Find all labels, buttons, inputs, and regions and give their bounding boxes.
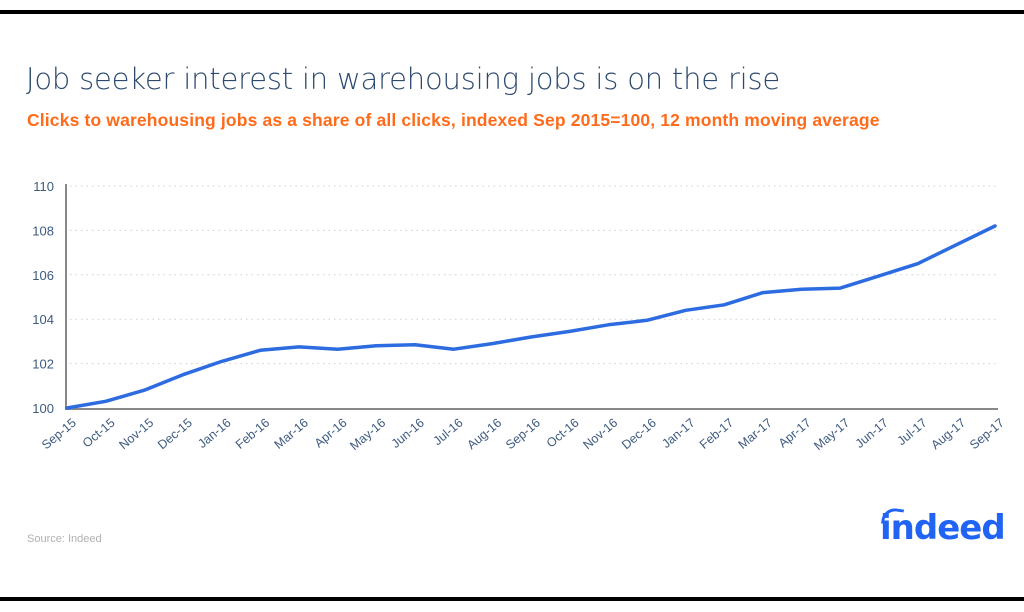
chart-title: Job seeker interest in warehousing jobs … (26, 62, 781, 96)
x-tick-label: Apr-16 (312, 416, 350, 451)
y-tick-label: 100 (32, 401, 54, 416)
x-tick-label: Jun-17 (853, 416, 891, 451)
y-tick-label: 104 (32, 312, 54, 327)
y-tick-label: 108 (32, 223, 54, 238)
x-tick-label: Jul-17 (895, 416, 930, 449)
x-tick-label: Aug-16 (464, 416, 504, 453)
x-tick-label: Jul-16 (431, 416, 466, 449)
series-line (65, 224, 997, 410)
y-tick-label: 110 (33, 179, 54, 194)
x-tick-label: Sep-15 (39, 416, 79, 453)
x-tick-label: Feb-16 (233, 416, 272, 452)
x-tick-label: May-16 (347, 416, 388, 454)
x-tick-label: Jun-16 (389, 416, 427, 451)
x-tick-label: Aug-17 (928, 416, 968, 453)
y-tick-label: 106 (32, 268, 54, 283)
source-note: Source: Indeed (27, 533, 102, 545)
x-tick-label: Dec-15 (155, 416, 195, 453)
y-axis-tick-labels: 100 102 104 106 108 110 (32, 179, 54, 416)
y-tick-label: 102 (32, 357, 54, 372)
x-tick-label: Oct-15 (80, 416, 118, 451)
x-tick-label: Nov-16 (580, 416, 620, 453)
indeed-logo: indeed (880, 506, 1006, 548)
x-tick-label: Sep-16 (503, 416, 543, 453)
x-tick-label: Feb-17 (697, 416, 736, 452)
top-border (0, 10, 1024, 14)
chart-subtitle: Clicks to warehousing jobs as a share of… (27, 110, 880, 130)
x-tick-label: Jan-17 (659, 416, 697, 451)
bottom-border (0, 597, 1024, 601)
x-tick-label: Oct-16 (544, 416, 582, 451)
x-tick-label: Mar-16 (272, 416, 311, 452)
x-tick-label: Dec-16 (619, 416, 659, 453)
logo-text: indeed (880, 508, 1006, 548)
x-tick-label: May-17 (811, 416, 852, 454)
gridlines (70, 185, 999, 365)
x-tick-label: Mar-17 (736, 416, 775, 452)
x-tick-label: Sep-17 (967, 416, 1007, 453)
x-tick-label: Nov-15 (116, 416, 156, 453)
x-tick-label: Jan-16 (195, 416, 233, 451)
x-tick-label: Apr-17 (776, 416, 814, 451)
